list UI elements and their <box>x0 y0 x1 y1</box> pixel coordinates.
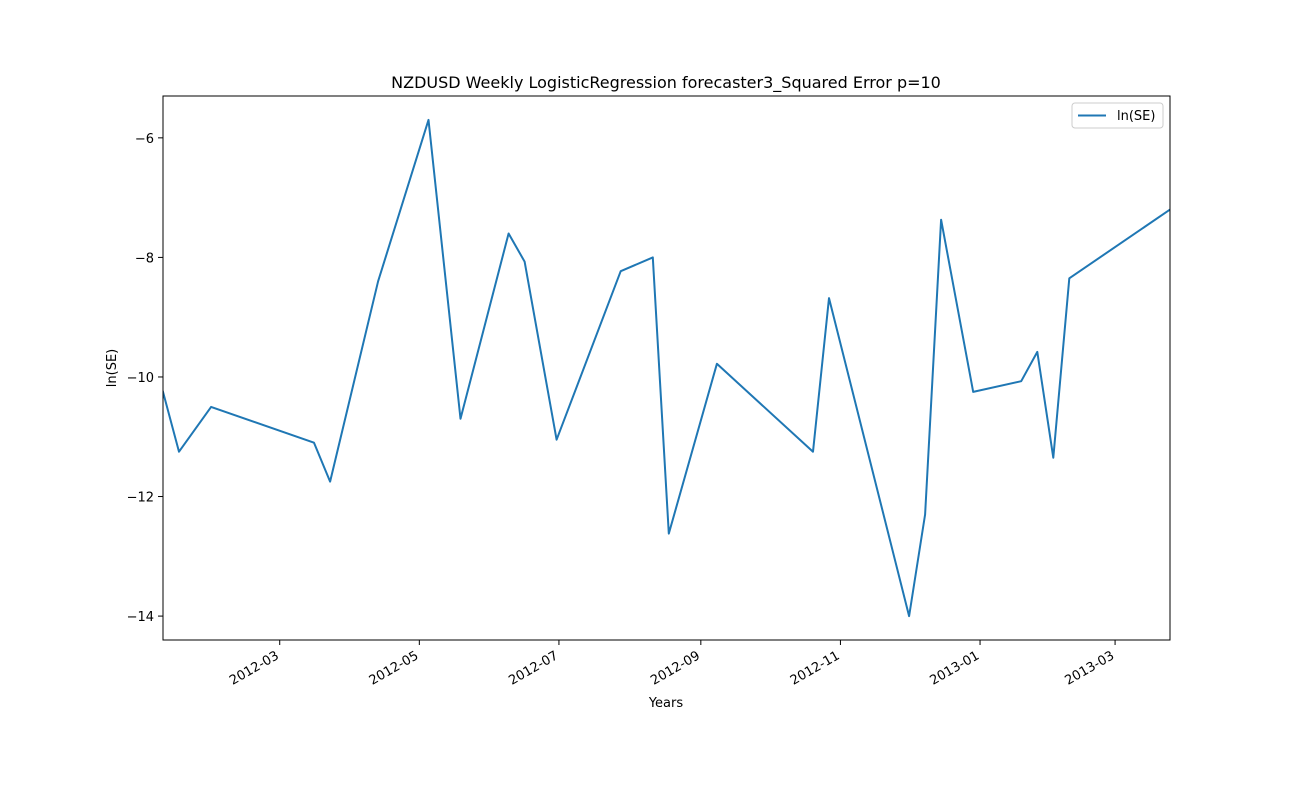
y-tick-label: −8 <box>135 251 154 266</box>
legend-label-ln-se: ln(SE) <box>1117 109 1155 124</box>
plot-area-frame <box>162 95 1171 641</box>
chart-title: NZDUSD Weekly LogisticRegression forecas… <box>391 73 941 93</box>
y-axis-ticks: −6 −8 −10 −12 −14 <box>127 132 163 625</box>
y-tick-label: −14 <box>127 610 154 625</box>
legend: ln(SE) <box>1071 102 1164 129</box>
y-axis-label: ln(SE) <box>105 349 120 387</box>
y-tick-label: −10 <box>127 371 154 386</box>
y-tick-label: −12 <box>127 491 154 506</box>
legend-box <box>1071 102 1164 129</box>
y-tick-label: −6 <box>135 132 154 147</box>
x-axis-label: Years <box>648 696 684 711</box>
series-line-ln-se <box>163 118 1170 618</box>
